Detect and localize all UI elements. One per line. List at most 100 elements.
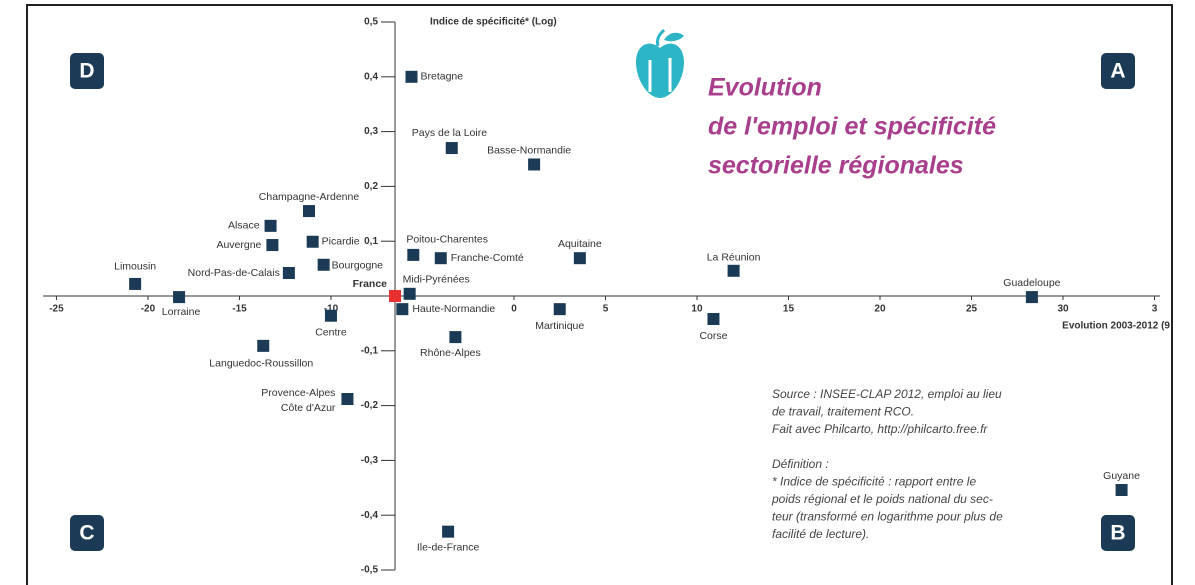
x-tick-label: -10 bbox=[324, 304, 339, 315]
point bbox=[707, 313, 720, 326]
x-tick-label: 25 bbox=[966, 304, 978, 315]
point-label: Pays de la Loire bbox=[412, 127, 487, 139]
x-tick-label: 5 bbox=[603, 304, 609, 315]
point-label: Champagne-Ardenne bbox=[259, 191, 360, 203]
point-label: Aquitaine bbox=[558, 238, 602, 250]
point bbox=[173, 291, 186, 304]
point-label: Guyane bbox=[1103, 470, 1140, 482]
point bbox=[445, 142, 458, 155]
y-tick-label: 0,2 bbox=[364, 181, 378, 192]
quadrant-badge: B bbox=[1101, 515, 1135, 551]
point-label: Nord-Pas-de-Calais bbox=[188, 267, 280, 279]
quadrant-label: A bbox=[1110, 60, 1125, 83]
point bbox=[434, 252, 447, 265]
point-label: Provence-Alpes bbox=[261, 387, 335, 399]
y-tick-label: 0,5 bbox=[364, 17, 378, 28]
x-tick-label: 3 bbox=[1152, 304, 1158, 315]
point bbox=[1025, 291, 1038, 304]
point bbox=[407, 248, 420, 261]
point bbox=[341, 393, 354, 406]
note: Définition : bbox=[772, 457, 829, 471]
y-tick-label: -0,3 bbox=[361, 455, 379, 466]
point-label: Picardie bbox=[322, 236, 360, 248]
point-label: Alsace bbox=[228, 220, 260, 232]
y-tick-label: -0,1 bbox=[361, 345, 379, 356]
y-tick-label: -0,4 bbox=[361, 510, 379, 521]
point bbox=[449, 331, 462, 344]
quadrant-badge: D bbox=[70, 53, 104, 89]
y-axis-label: Indice de spécificité* (Log) bbox=[430, 17, 557, 28]
point bbox=[442, 525, 455, 538]
note: facilité de lecture). bbox=[772, 527, 869, 541]
x-axis-label: Evolution 2003-2012 (9 bbox=[1062, 321, 1170, 332]
point bbox=[528, 158, 541, 171]
point bbox=[264, 219, 277, 232]
point bbox=[396, 303, 409, 316]
x-tick-label: -25 bbox=[49, 304, 64, 315]
chart-title: Evolution bbox=[708, 74, 822, 102]
point-label: Centre bbox=[315, 327, 347, 339]
note: teur (transformé en logarithme pour plus… bbox=[772, 510, 1003, 524]
point-label: Guadeloupe bbox=[1003, 277, 1060, 289]
x-tick-label: -20 bbox=[141, 304, 156, 315]
quadrant-label: C bbox=[79, 522, 94, 545]
quadrant-label: B bbox=[1110, 522, 1125, 545]
point bbox=[405, 70, 418, 83]
point bbox=[727, 264, 740, 277]
apple-icon bbox=[636, 28, 684, 98]
point bbox=[1115, 483, 1128, 496]
note: Source : INSEE-CLAP 2012, emploi au lieu bbox=[772, 387, 1002, 401]
quadrant-label: D bbox=[79, 60, 94, 83]
y-tick-label: -0,5 bbox=[361, 565, 379, 576]
x-tick-label: 15 bbox=[783, 304, 795, 315]
point bbox=[553, 303, 566, 316]
quadrant-badge: C bbox=[70, 515, 104, 551]
point bbox=[317, 258, 330, 271]
chart-title: sectorielle régionales bbox=[708, 152, 964, 180]
point bbox=[303, 205, 316, 218]
quadrant-badge: A bbox=[1101, 53, 1135, 89]
point bbox=[129, 277, 142, 290]
point-label: Ile-de-France bbox=[417, 541, 480, 553]
point bbox=[266, 239, 279, 252]
point bbox=[306, 235, 319, 248]
point-label: Lorraine bbox=[162, 306, 201, 318]
note: de travail, traitement RCO. bbox=[772, 405, 914, 419]
point-label: Haute-Normandie bbox=[412, 303, 495, 315]
point-label: Franche-Comté bbox=[451, 252, 524, 264]
point-label: Poitou-Charentes bbox=[406, 234, 488, 246]
x-tick-label: 0 bbox=[511, 304, 517, 315]
point-label: Midi-Pyrénées bbox=[403, 274, 470, 286]
y-tick-label: -0,2 bbox=[361, 400, 379, 411]
chart-title: de l'emploi et spécificité bbox=[708, 113, 996, 141]
frame bbox=[26, 4, 1173, 585]
point-label: La Réunion bbox=[707, 252, 761, 264]
point bbox=[257, 339, 270, 352]
point-label: Bretagne bbox=[420, 71, 463, 83]
point-label: Bourgogne bbox=[332, 260, 384, 272]
point-label: Auvergne bbox=[216, 239, 261, 251]
point bbox=[403, 287, 416, 300]
x-tick-label: 10 bbox=[691, 304, 703, 315]
note: Fait avec Philcarto, http://philcarto.fr… bbox=[772, 422, 988, 436]
point-label: Corse bbox=[699, 330, 727, 342]
y-tick-label: 0,1 bbox=[364, 236, 378, 247]
point bbox=[324, 309, 337, 322]
y-tick-label: 0,4 bbox=[364, 71, 378, 82]
note: * Indice de spécificité : rapport entre … bbox=[772, 475, 976, 489]
point-label: Languedoc-Roussillon bbox=[209, 358, 313, 370]
point-label: France bbox=[353, 278, 388, 290]
x-tick-label: -15 bbox=[232, 304, 247, 315]
point bbox=[282, 266, 295, 279]
point-label: Côte d'Azur bbox=[281, 402, 336, 414]
point-label: Basse-Normandie bbox=[487, 144, 571, 156]
note: poids régional et le poids national du s… bbox=[771, 492, 993, 506]
y-tick-label: 0,3 bbox=[364, 126, 378, 137]
x-tick-label: 30 bbox=[1057, 304, 1069, 315]
x-tick-label: 20 bbox=[874, 304, 886, 315]
point-label: Rhône-Alpes bbox=[420, 347, 481, 359]
point bbox=[389, 290, 402, 302]
point-label: Martinique bbox=[535, 320, 584, 332]
